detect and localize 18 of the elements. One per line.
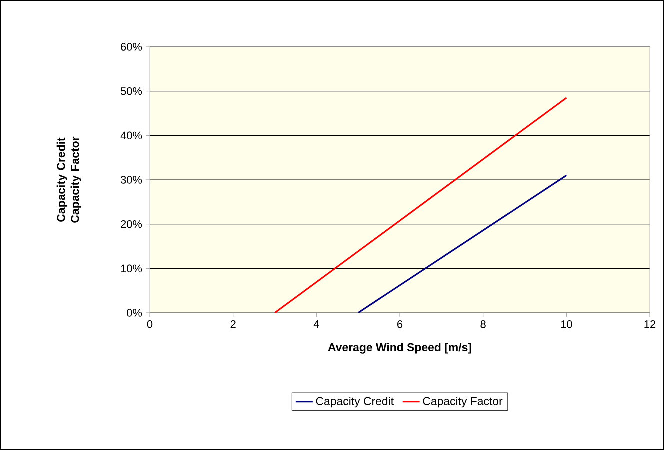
y-tick-label: 50% xyxy=(120,87,142,96)
x-tick-label: 6 xyxy=(398,320,403,328)
y-tick-label: 60% xyxy=(121,43,142,51)
x-tick-label: 10 xyxy=(561,320,572,328)
x-tick-label: 8 xyxy=(480,320,486,328)
y-tick-label: 0% xyxy=(127,309,142,317)
y-tick-label: 10% xyxy=(121,264,142,273)
y-axis-title: Capacity Credit Capacity Factor xyxy=(56,136,82,223)
x-tick-label: 4 xyxy=(314,320,320,328)
legend-label: Capacity Factor xyxy=(423,396,503,408)
x-axis-title: Average Wind Speed [m/s] xyxy=(328,343,472,354)
y-tick-label: 20% xyxy=(121,220,142,228)
x-tick-label: 0 xyxy=(147,320,153,328)
y-tick-label: 40% xyxy=(120,132,142,140)
legend-label: Capacity Credit xyxy=(316,396,394,408)
x-tick-label: 12 xyxy=(644,320,656,328)
x-tick-label: 2 xyxy=(230,320,236,328)
y-tick-label: 30% xyxy=(120,176,142,184)
